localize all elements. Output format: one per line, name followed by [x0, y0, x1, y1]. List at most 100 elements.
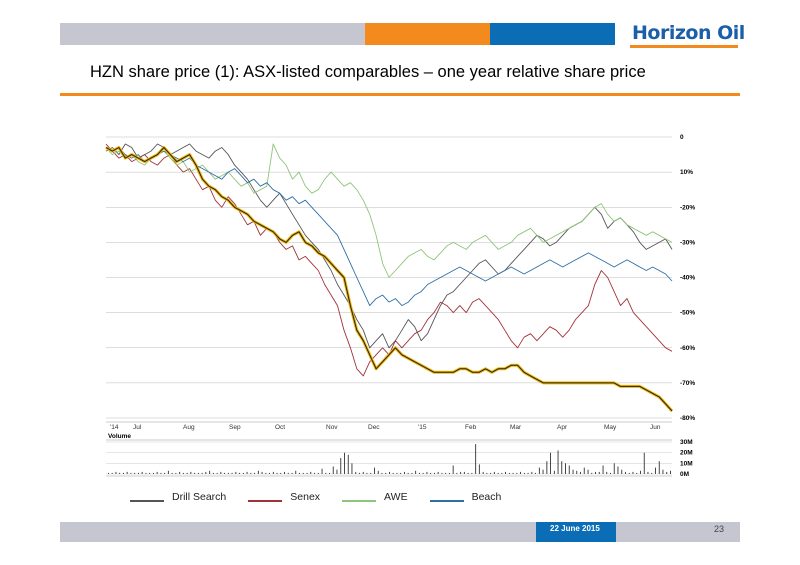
volume-bar [389, 471, 390, 474]
volume-bar [287, 472, 289, 474]
x-tick-label: Nov [326, 424, 338, 431]
volume-bar [490, 472, 492, 474]
header-bar-orange [365, 23, 490, 45]
volume-bar [182, 472, 184, 474]
volume-bar [280, 472, 282, 474]
legend-label: Drill Search [172, 491, 227, 503]
volume-bar [501, 472, 503, 474]
volume-bar [156, 471, 158, 474]
x-tick-label: Oct [275, 424, 285, 431]
header-bar-blue [490, 23, 615, 45]
volume-bar [606, 471, 608, 474]
x-tick-label: Feb [465, 424, 477, 431]
footer-bar-grey-right [616, 522, 740, 542]
volume-bar [167, 470, 169, 474]
volume-bar [205, 471, 207, 474]
volume-bar [269, 472, 270, 474]
volume-tick-label: 30M [680, 439, 693, 446]
volume-bar [508, 472, 510, 474]
volume-bar [276, 472, 278, 474]
y-tick-label: -80% [680, 415, 695, 422]
volume-bar [520, 471, 521, 474]
volume-bar [179, 471, 181, 474]
volume-bar [310, 471, 312, 474]
volume-bar [325, 472, 327, 474]
series-line-hzn-highlight [105, 146, 674, 413]
x-tick-label: Sep [229, 424, 241, 431]
volume-bar [242, 472, 244, 474]
volume-bar [314, 472, 315, 474]
legend-swatch [130, 500, 164, 502]
volume-bar [576, 470, 578, 474]
volume-bar [149, 472, 151, 474]
volume-bar [441, 472, 443, 474]
volume-bar [636, 472, 638, 474]
volume-bar [306, 472, 308, 474]
volume-tick-label: 20M [680, 450, 693, 457]
volume-bar [138, 472, 139, 474]
volume-bar [598, 471, 600, 474]
volume-bar [538, 467, 540, 474]
volume-bar [591, 472, 593, 474]
volume-bar [655, 467, 656, 474]
volume-bar [419, 472, 420, 474]
volume-bar [123, 472, 124, 474]
volume-bar [265, 472, 267, 474]
volume-bar [531, 471, 533, 474]
volume-bar [625, 471, 626, 474]
volume-bar [366, 472, 368, 474]
x-tick-label: Apr [557, 424, 568, 431]
volume-bar [516, 472, 518, 474]
legend-swatch [342, 500, 377, 502]
header-bar-grey [60, 23, 365, 45]
volume-bar [452, 465, 454, 474]
volume-bar [505, 471, 506, 474]
y-tick-label: -40% [680, 275, 695, 282]
volume-bar [377, 470, 379, 474]
x-tick-label: Mar [510, 424, 522, 431]
volume-bar [512, 472, 514, 474]
volume-bar [284, 471, 285, 474]
volume-bar [404, 471, 405, 474]
y-tick-label: -50% [680, 310, 695, 317]
volume-bar [595, 471, 596, 474]
volume-bar [628, 472, 630, 474]
volume-bar [201, 472, 203, 474]
y-tick-label: -20% [680, 204, 695, 211]
volume-bar [336, 469, 338, 474]
legend-item-senex: Senex [248, 491, 320, 503]
volume-bar [224, 472, 225, 474]
footer-bar-blue [536, 522, 616, 542]
volume-bar [347, 454, 349, 474]
volume-bar [227, 472, 229, 474]
volume-bar [291, 472, 293, 474]
volume-bar [460, 471, 462, 474]
volume-bar [445, 472, 447, 474]
volume-label: Volume [108, 433, 131, 440]
volume-bar [550, 452, 551, 474]
volume-bar [272, 471, 274, 474]
series-line-hzn [105, 147, 673, 412]
volume-bar [400, 472, 402, 474]
volume-bar [220, 471, 222, 474]
chart-legend: Drill Search Senex AWE Beach [130, 491, 523, 503]
volume-bar [434, 472, 435, 474]
volume-bar [111, 472, 113, 474]
volume-bar [587, 469, 589, 474]
volume-tick-label: 0M [680, 471, 689, 478]
volume-bar [119, 472, 121, 474]
x-tick-label: Aug [183, 424, 195, 431]
volume-bar [257, 470, 259, 474]
volume-bar [482, 471, 484, 474]
volume-bar [344, 452, 345, 474]
volume-bar [250, 472, 252, 474]
series-line-beach [105, 147, 673, 307]
volume-bar [542, 469, 544, 474]
volume-bar [666, 471, 668, 474]
volume-bar [317, 472, 319, 474]
y-tick-label: -60% [680, 345, 695, 352]
footer-bar-grey-left [60, 522, 536, 542]
volume-bar [246, 471, 248, 474]
title-rule [60, 93, 740, 96]
legend-label: Senex [290, 491, 321, 503]
